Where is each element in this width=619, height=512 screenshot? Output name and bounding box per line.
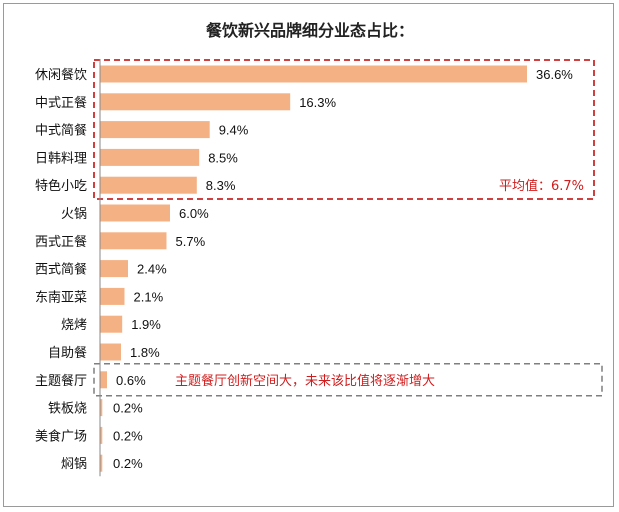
chart-title: 餐饮新兴品牌细分业态占比： [205,21,414,40]
average-label: 平均值：6.7% [499,178,584,194]
value-label: 0.2% [113,456,143,471]
value-label: 6.0% [179,206,209,221]
chart-frame [3,3,614,507]
category-label: 中式简餐 [35,123,87,139]
value-label: 1.8% [130,345,160,360]
category-label: 美食广场 [35,428,87,444]
category-label: 特色小吃 [35,178,87,194]
theme-restaurant-note: 主题餐厅创新空间大，未来该比值将逐渐增大 [175,373,435,389]
theme-restaurant-note-box [93,363,603,397]
bar [100,454,103,472]
bar [100,343,121,361]
category-label: 西式简餐 [35,262,87,278]
bar [100,176,197,194]
bar [100,315,123,333]
bar [100,204,170,222]
value-label: 0.2% [113,401,143,416]
bar [100,65,527,83]
bar [100,426,103,444]
value-label: 16.3% [299,95,336,110]
value-label: 5.7% [176,234,206,249]
bar [100,287,125,305]
category-label: 火锅 [61,206,87,222]
category-label: 主题餐厅 [35,373,87,389]
category-label: 休闲餐饮 [35,67,87,83]
category-label: 铁板烧 [48,402,87,417]
value-label: 0.6% [116,373,146,388]
value-label: 0.2% [113,428,143,443]
category-label: 焖锅 [61,456,87,472]
bar [100,148,200,166]
bars-group: 休闲餐饮 36.6% 中式正餐 16.3% 中式简餐 9.4% 日韩料理 8.5% 特色小吃 8.… [35,65,573,472]
value-label: 2.1% [134,289,164,304]
value-label: 8.5% [208,150,238,165]
bar [100,260,128,278]
value-label: 8.3% [206,178,236,193]
category-label: 日韩料理 [35,151,87,166]
category-label: 西式正餐 [35,234,87,250]
category-label: 自助餐 [48,345,87,361]
category-label: 烧烤 [61,318,87,333]
bar [100,93,291,111]
category-label: 东南亚菜 [35,289,87,305]
value-label: 2.4% [137,262,167,277]
value-label: 1.9% [131,317,161,332]
bar [100,399,103,417]
bar [100,232,167,250]
value-label: 9.4% [219,123,249,138]
bar [100,121,210,139]
average-highlight-box [93,59,595,200]
category-label: 中式正餐 [35,95,87,111]
bar [100,371,107,389]
value-label: 36.6% [536,67,573,82]
